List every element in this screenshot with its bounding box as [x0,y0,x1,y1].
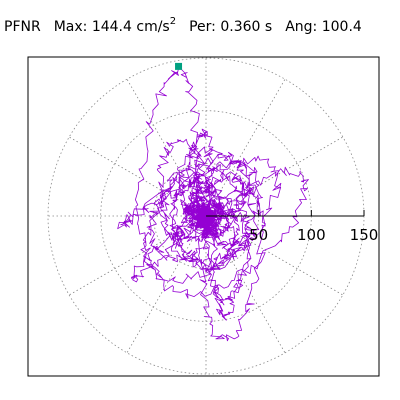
period-unit: s [264,19,273,35]
max-unit-exponent: 2 [169,16,177,27]
max-value: 144.4 [91,19,132,35]
radial-tick-label-100: 100 [297,226,326,244]
motion-trace [117,66,309,342]
plot-frame [27,56,380,377]
period-value: 0.360 [220,19,261,35]
max-unit: cm/s [136,19,170,35]
period-label: Per: [189,19,216,35]
peak-marker [175,62,183,70]
radial-tick-label-150: 150 [350,226,379,244]
radial-axis: 50 100 150 [206,210,378,244]
max-label: Max: [53,19,88,35]
angle-value: 100.4 [321,19,362,35]
peak-marker-group [175,62,183,70]
station-code: PFNR [4,19,41,35]
angle-label: Ang: [285,19,318,35]
chart-title-bar: PFNR Max: 144.4 cm/s2 Per: 0.360 s Ang: 100… [4,16,400,38]
grid-spoke-240 [126,215,207,354]
trace-series [117,66,309,342]
grid-spoke-210 [68,215,207,296]
radial-tick-label-50: 50 [249,226,268,244]
